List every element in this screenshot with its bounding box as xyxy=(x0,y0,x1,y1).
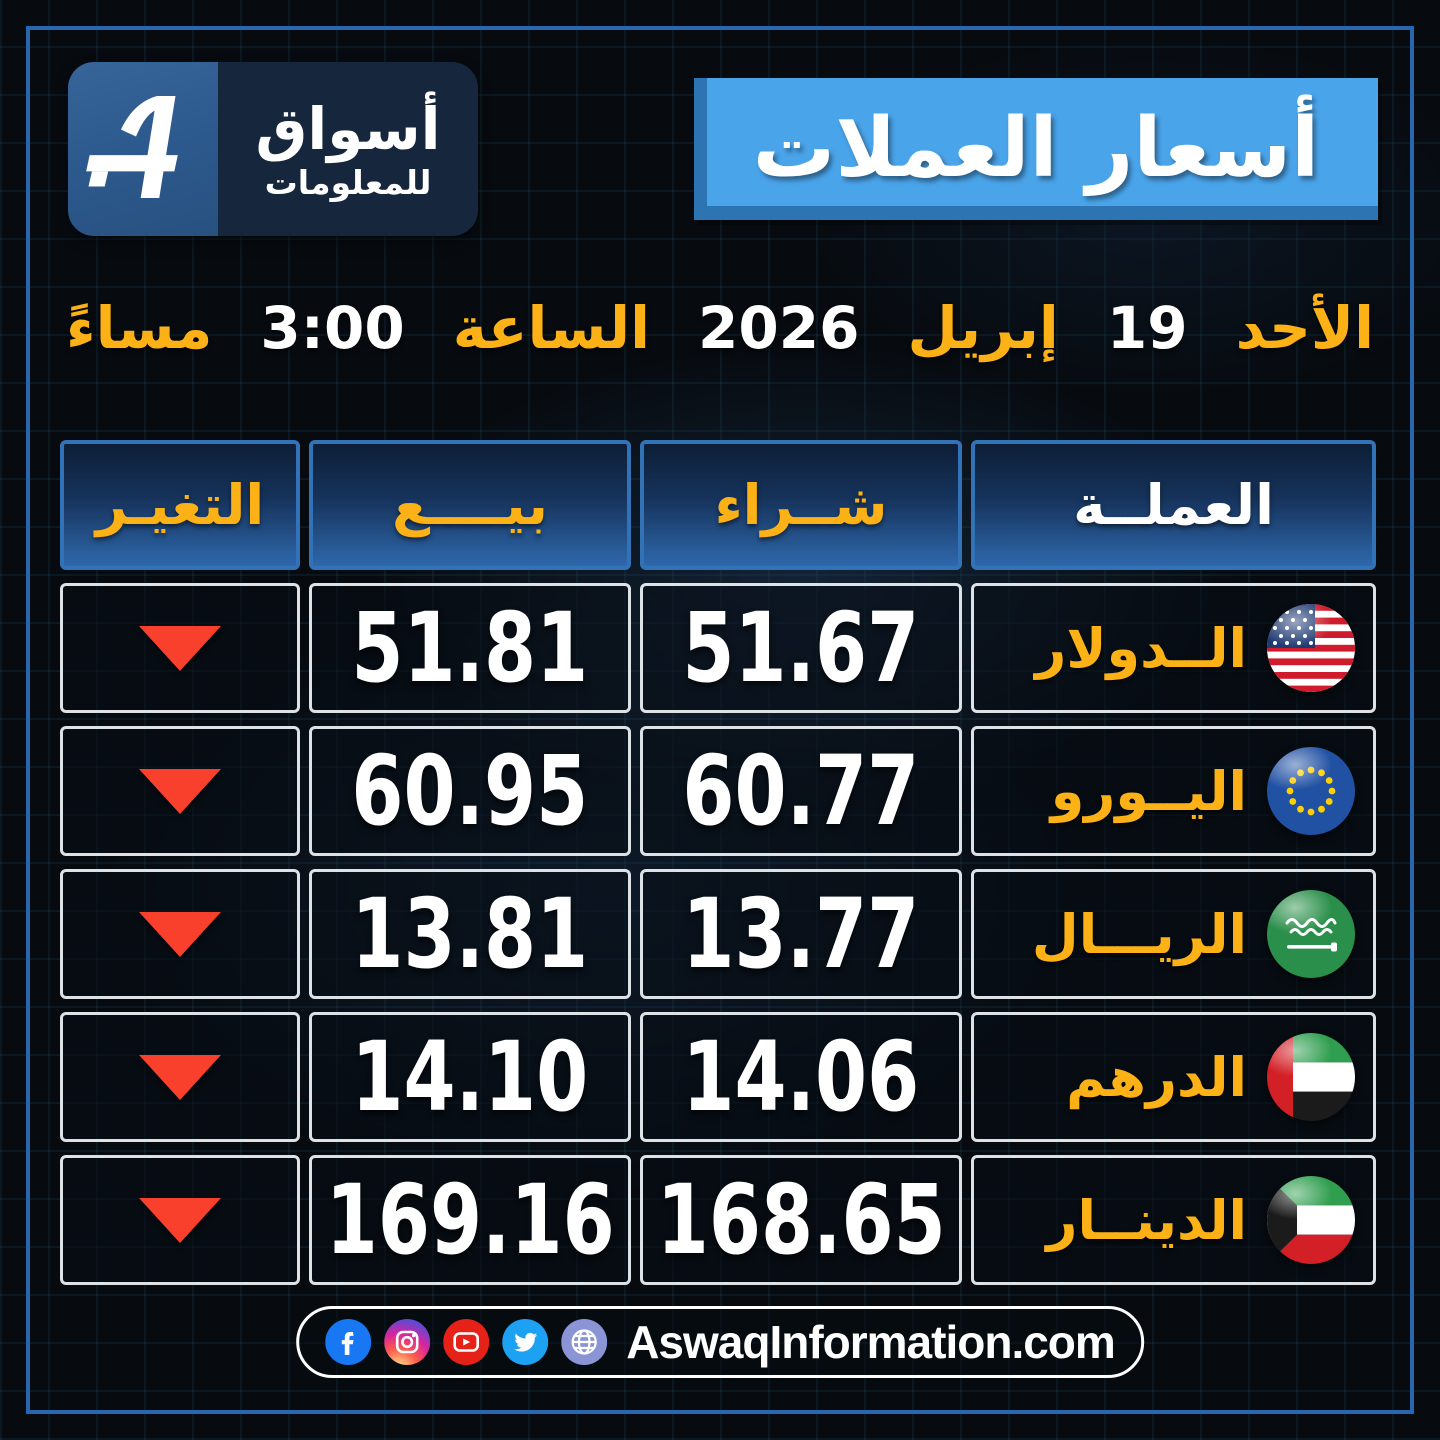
date-month: إبريل xyxy=(907,294,1059,362)
buy-cell-euro: 60.77 xyxy=(640,726,962,856)
kuwait-flag-icon xyxy=(1267,1176,1355,1264)
brand-logo: أسواق للمعلومات xyxy=(68,62,478,236)
currency-cell-dinar: الدينــار xyxy=(971,1155,1376,1285)
currency-cell-euro: اليــورو xyxy=(971,726,1376,856)
buy-value: 60.77 xyxy=(682,735,920,847)
change-cell-dirham xyxy=(60,1012,300,1142)
website-text: AswaqInformation.com xyxy=(626,1316,1116,1368)
date-day-number: 19 xyxy=(1106,294,1188,362)
currency-cell-dollar: الــدولار xyxy=(971,583,1376,713)
down-triangle-icon xyxy=(139,768,221,814)
currency-name: الدرهم xyxy=(1066,1045,1247,1109)
logo-name: أسواق xyxy=(255,94,441,163)
change-cell-dinar xyxy=(60,1155,300,1285)
uae-flag-icon xyxy=(1267,1033,1355,1121)
logo-tagline: للمعلومات xyxy=(264,162,432,202)
currency-name: الريـــال xyxy=(1031,902,1247,966)
date-time: 3:00 xyxy=(260,294,405,362)
currency-name: الــدولار xyxy=(1035,616,1247,680)
sell-cell-dinar: 169.16 xyxy=(309,1155,631,1285)
sell-cell-dirham: 14.10 xyxy=(309,1012,631,1142)
title-banner: أسعار العملات xyxy=(694,78,1378,220)
down-triangle-icon xyxy=(139,625,221,671)
change-cell-euro xyxy=(60,726,300,856)
buy-value: 13.77 xyxy=(682,878,920,990)
date-line: الأحد 19 إبريل 2026 الساعة 3:00 مساءً xyxy=(66,294,1374,364)
buy-cell-dirham: 14.06 xyxy=(640,1012,962,1142)
down-triangle-icon xyxy=(139,911,221,957)
sell-value: 13.81 xyxy=(351,878,589,990)
globe-icon xyxy=(561,1319,608,1365)
twitter-icon xyxy=(502,1319,549,1365)
instagram-icon xyxy=(384,1319,431,1365)
currency-cell-dirham: الدرهم xyxy=(971,1012,1376,1142)
date-meridiem: مساءً xyxy=(66,294,213,362)
change-cell-dollar xyxy=(60,583,300,713)
change-cell-riyal xyxy=(60,869,300,999)
facebook-icon xyxy=(325,1319,372,1365)
aswaq-a-icon xyxy=(85,83,201,215)
eu-flag-icon xyxy=(1267,747,1355,835)
sell-cell-riyal: 13.81 xyxy=(309,869,631,999)
date-year: 2026 xyxy=(698,294,860,362)
youtube-icon xyxy=(443,1319,490,1365)
down-triangle-icon xyxy=(139,1054,221,1100)
date-hour-label: الساعة xyxy=(452,294,650,362)
header-buy: شــراء xyxy=(640,440,962,570)
buy-cell-dollar: 51.67 xyxy=(640,583,962,713)
sell-value: 169.16 xyxy=(325,1164,615,1276)
currency-name: اليــورو xyxy=(1050,759,1247,823)
logo-wordmark: أسواق للمعلومات xyxy=(218,62,478,236)
buy-value: 51.67 xyxy=(682,592,920,704)
header-currency: العملــة xyxy=(971,440,1376,570)
footer-pill: AswaqInformation.com xyxy=(296,1306,1144,1378)
header-sell: بيــــع xyxy=(309,440,631,570)
rates-table: العملــة شــراء بيــــع التغيـر xyxy=(60,440,1376,1285)
buy-cell-riyal: 13.77 xyxy=(640,869,962,999)
saudi-flag-icon xyxy=(1267,890,1355,978)
sell-value: 60.95 xyxy=(351,735,589,847)
date-day-name: الأحد xyxy=(1235,294,1374,362)
buy-value: 168.65 xyxy=(656,1164,946,1276)
sell-cell-euro: 60.95 xyxy=(309,726,631,856)
sell-value: 51.81 xyxy=(351,592,589,704)
logo-a-tile xyxy=(68,62,218,236)
down-triangle-icon xyxy=(139,1197,221,1243)
sell-cell-dollar: 51.81 xyxy=(309,583,631,713)
header-change: التغيـر xyxy=(60,440,300,570)
currency-name: الدينــار xyxy=(1046,1188,1247,1252)
page-title: أسعار العملات xyxy=(752,101,1320,196)
currency-cell-riyal: الريـــال xyxy=(971,869,1376,999)
sell-value: 14.10 xyxy=(351,1021,589,1133)
buy-value: 14.06 xyxy=(682,1021,920,1133)
buy-cell-dinar: 168.65 xyxy=(640,1155,962,1285)
us-flag-icon xyxy=(1267,604,1355,692)
